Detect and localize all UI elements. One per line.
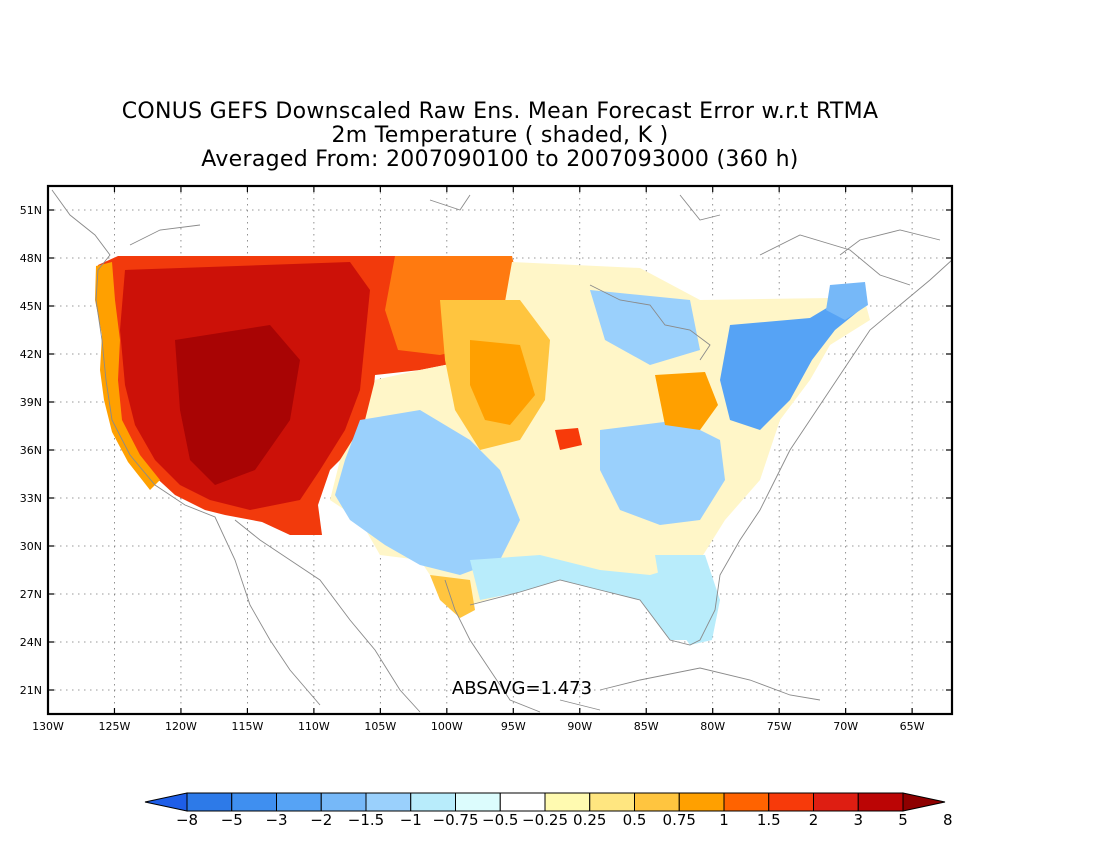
lon-label: 80W [700, 720, 725, 733]
title-line-1: CONUS GEFS Downscaled Raw Ens. Mean Fore… [121, 99, 879, 124]
colorbar-label: −1 [400, 811, 422, 829]
southeast-cool [600, 420, 725, 525]
colorbar-swatch [768, 792, 814, 812]
lat-label: 39N [20, 396, 42, 409]
colorbar-label: −0.25 [522, 811, 568, 829]
missouri-warm-spot [555, 428, 582, 450]
lat-label: 45N [20, 300, 42, 313]
colorbar-label: −5 [221, 811, 243, 829]
lon-label: 125W [99, 720, 131, 733]
colorbar-label: 1 [719, 811, 729, 829]
colorbar-label: 2 [809, 811, 819, 829]
colorbar-swatch [320, 792, 367, 812]
colorbar-arrow-low [144, 792, 188, 812]
colorbar-swatch [276, 792, 322, 812]
title-line-3: Averaged From: 2007090100 to 2007093000 … [201, 147, 799, 172]
great-lakes-cool [590, 290, 700, 365]
colorbar-label: 0.5 [623, 811, 647, 829]
colorbar-swatch [589, 792, 635, 812]
colorbar-label: −8 [176, 811, 198, 829]
colorbar-swatch [499, 792, 546, 812]
colorbar [144, 792, 946, 812]
lon-label: 85W [634, 720, 659, 733]
colorbar-label: −0.5 [482, 811, 518, 829]
colorbar-label: 5 [898, 811, 908, 829]
colorbar-swatch [186, 792, 233, 812]
colorbar-swatch [813, 792, 859, 812]
chart-title: CONUS GEFS Downscaled Raw Ens. Mean Fore… [0, 100, 1000, 172]
colorbar-swatch [634, 792, 680, 812]
colorbar-swatch [857, 792, 904, 812]
colorbar-swatch [365, 792, 412, 812]
colorbar-arrow-high [902, 792, 946, 812]
lon-label: 95W [501, 720, 526, 733]
midwest-orange-patch [470, 340, 535, 425]
florida-cool [655, 555, 720, 645]
colorbar-label: 0.75 [663, 811, 696, 829]
colorbar-labels: −8 −5 −3 −2 −1.5 −1 −0.75 −0.5 −0.25 0.25 0.5 0.75 1… [176, 811, 953, 829]
axis-ticks [47, 186, 952, 714]
lat-label: 21N [20, 684, 42, 697]
absavg-annotation: ABSAVG=1.473 [452, 678, 592, 699]
lat-label: 36N [20, 444, 42, 457]
lon-label: 105W [364, 720, 396, 733]
colorbar-swatch [723, 792, 770, 812]
lon-label: 75W [767, 720, 792, 733]
colorbar-label: −0.75 [433, 811, 479, 829]
colorbar-label: 3 [853, 811, 863, 829]
colorbar-label: 0.25 [573, 811, 606, 829]
lon-label: 110W [298, 720, 330, 733]
colorbar-label: −3 [265, 811, 287, 829]
lat-label: 51N [20, 204, 42, 217]
northeast-cool [720, 285, 866, 430]
lon-label: 70W [833, 720, 858, 733]
pacific-coast-strip [95, 262, 160, 490]
longitude-labels: 130W 125W 120W 115W 110W 105W 100W 95W 90W 85W 80W… [32, 720, 925, 733]
colorbar-swatch [678, 792, 725, 812]
lon-label: 100W [431, 720, 463, 733]
colorbar-swatch [544, 792, 591, 812]
maine-cool [826, 282, 868, 320]
lat-label: 42N [20, 348, 42, 361]
colorbar-label: −2 [310, 811, 332, 829]
lat-label: 48N [20, 252, 42, 265]
colorbar-label: 1.5 [757, 811, 781, 829]
latitude-labels: 51N 48N 45N 42N 39N 36N 33N 30N 27N 24N 21N [20, 204, 42, 697]
lat-label: 27N [20, 588, 42, 601]
south-texas-warm [430, 575, 475, 618]
lon-label: 120W [165, 720, 197, 733]
colorbar-swatch [455, 792, 501, 812]
colorbar-swatch [231, 792, 277, 812]
lon-label: 90W [567, 720, 592, 733]
colorbar-label: 8 [943, 811, 953, 829]
lat-label: 30N [20, 540, 42, 553]
ohio-valley-warm-patch [655, 372, 718, 430]
west-hottest-patch [175, 325, 300, 485]
title-line-2: 2m Temperature ( shaded, K ) [331, 123, 669, 148]
lon-label: 115W [231, 720, 263, 733]
coastlines [51, 189, 952, 713]
southern-plains-cool [335, 410, 520, 575]
colorbar-label: −1.5 [348, 811, 384, 829]
lon-label: 65W [900, 720, 925, 733]
colorbar-swatch [410, 792, 456, 812]
gulf-coast-cool [470, 555, 720, 640]
lat-label: 24N [20, 636, 42, 649]
lat-label: 33N [20, 492, 42, 505]
temperature-error-field [95, 256, 870, 645]
lon-label: 130W [32, 720, 64, 733]
